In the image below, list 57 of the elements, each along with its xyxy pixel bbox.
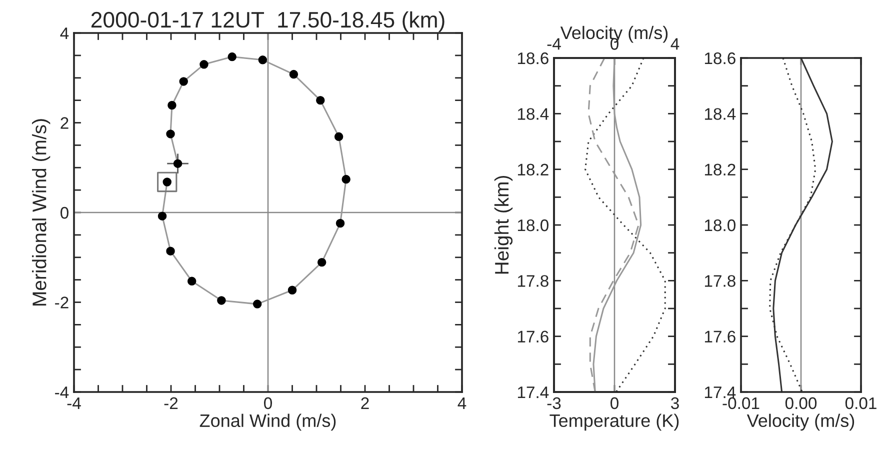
- y-tick-label: 18.2: [518, 164, 548, 176]
- point: [158, 212, 167, 220]
- point: [166, 246, 175, 256]
- point: [228, 52, 236, 62]
- x-tick-label: 4: [458, 397, 466, 409]
- y-tick-label: 18.2: [704, 164, 736, 176]
- y-tick-label: 17.6: [704, 330, 736, 343]
- y-tick-label: 18.4: [518, 108, 549, 120]
- point: [217, 296, 226, 305]
- y-tick-label: 4: [60, 28, 69, 40]
- point: [334, 132, 344, 142]
- y-axis-title: Height (km): [494, 176, 513, 274]
- x2-tick-label: 4: [670, 38, 680, 50]
- x-tick-label: 0.00: [785, 397, 817, 410]
- point: [252, 300, 262, 308]
- point: [187, 276, 196, 286]
- y-tick-label: 17.4: [704, 386, 736, 398]
- y-tick-label: 17.8: [518, 275, 548, 287]
- chart-title: 2000-01-17 12UT 17.50-18.45 (km): [91, 11, 444, 32]
- y-tick-label: 17.8: [704, 275, 736, 287]
- x-tick-label: 0: [264, 397, 272, 410]
- x-axis-title: Velocity (m/s): [746, 414, 854, 431]
- x2-tick-label: -4: [547, 38, 561, 50]
- y-axis-title: Meridional Wind (m/s): [32, 119, 50, 306]
- point: [316, 96, 325, 105]
- y-tick-label: 2: [60, 117, 68, 129]
- y-tick-label: 0: [60, 206, 68, 219]
- x-axis-title: Zonal Wind (m/s): [200, 414, 336, 431]
- x-tick-label: 0.01: [845, 397, 876, 410]
- x-tick-label: 3: [671, 397, 679, 410]
- point: [179, 77, 188, 86]
- point: [200, 60, 208, 69]
- point: [168, 100, 176, 110]
- y-tick-label: 18.6: [518, 52, 548, 64]
- y-tick-label: 18.4: [704, 108, 736, 120]
- x-axis-title: Temperature (K): [550, 414, 679, 431]
- y-tick-label: 17.6: [518, 330, 548, 343]
- x-tick-label: -2: [164, 397, 178, 409]
- x-tick-label: 0: [610, 397, 618, 410]
- point: [173, 159, 182, 168]
- point: [166, 130, 175, 138]
- point: [342, 174, 350, 184]
- point: [289, 70, 298, 79]
- point: [288, 286, 297, 295]
- x-tick-label: 2: [361, 397, 369, 409]
- y-tick-label: 17.4: [518, 386, 549, 398]
- y-tick-label: 18.6: [704, 52, 736, 64]
- point: [336, 218, 345, 228]
- y-tick-label: -4: [55, 386, 69, 398]
- point: [258, 56, 268, 64]
- x-tick-label: -0.01: [722, 397, 760, 410]
- y-tick-label: 18.0: [704, 219, 736, 232]
- y-tick-label: 18.0: [518, 219, 548, 232]
- point: [317, 258, 326, 267]
- x-tick-label: -3: [547, 397, 561, 410]
- point: [157, 172, 178, 192]
- y-tick-label: -2: [55, 296, 68, 308]
